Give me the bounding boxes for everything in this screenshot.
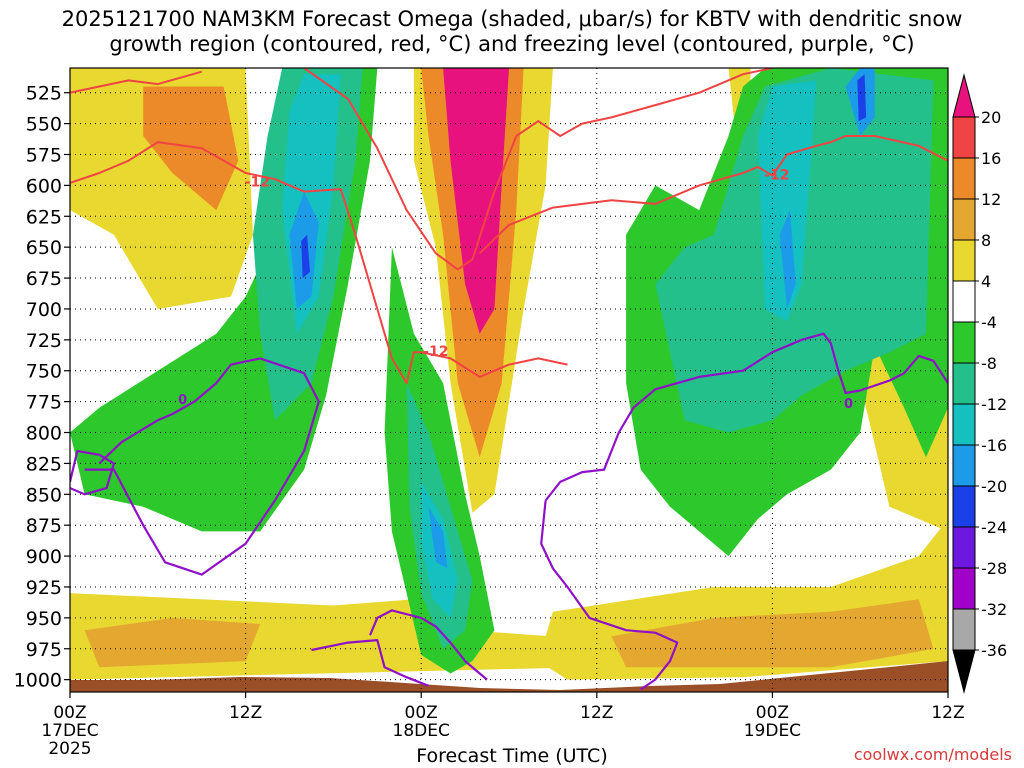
y-tick-label-875: 875 (26, 515, 62, 537)
colorbar-segment-4 (952, 239, 976, 282)
y-tick-label-600: 600 (26, 175, 62, 197)
colorbar-label: -12 (981, 395, 1007, 414)
chart-title-line-2: growth region (contoured, red, °C) and f… (109, 32, 915, 56)
x-tick-label: 00Z (756, 703, 789, 723)
freezing-level-line-0 (70, 449, 116, 496)
dgz-contour-label: -12 (423, 344, 448, 360)
dgz-contour-label: -12 (764, 167, 789, 183)
freezing-level-line-3 (368, 609, 488, 681)
chart-title-line-1: 2025121700 NAM3KM Forecast Omega (shaded… (61, 7, 963, 31)
omega-region-19 (428, 506, 448, 569)
y-tick-label-1000: 1000 (14, 670, 62, 692)
colorbar-segment-12 (952, 567, 976, 610)
y-tick-label-825: 825 (26, 453, 62, 475)
credit-link[interactable]: coolwx.com/models (853, 745, 1012, 764)
colorbar-label: -16 (981, 436, 1007, 455)
x-tick-year-label: 2025 (48, 739, 91, 759)
freezing-level-label: 0 (844, 397, 853, 412)
colorbar-segment-11 (952, 526, 976, 569)
freezing-level-line-5 (540, 500, 679, 691)
x-tick-label: 12Z (931, 703, 964, 723)
y-tick-label-950: 950 (26, 608, 62, 630)
x-tick-label: 12Z (229, 703, 262, 723)
x-tick-date-label: 17DEC (41, 721, 98, 741)
y-tick-label-650: 650 (26, 237, 62, 259)
freezing-level-line-1 (84, 357, 320, 576)
colorbar-label: -24 (981, 518, 1007, 537)
colorbar-segment-2 (952, 157, 976, 200)
x-tick-label: 12Z (580, 703, 613, 723)
dgz-contour-line-0 (70, 141, 568, 385)
dgz-contour-line-3 (479, 135, 948, 255)
colorbar-label: -32 (981, 600, 1007, 619)
y-tick-label-575: 575 (26, 144, 62, 166)
colorbar-segment-13 (952, 608, 976, 651)
y-tick-label-800: 800 (26, 423, 62, 445)
omega-region-1 (143, 86, 239, 211)
colorbar-label: -8 (981, 354, 997, 373)
y-tick-label-775: 775 (26, 392, 62, 414)
omega-region-25 (857, 74, 867, 122)
omega-region-23 (779, 210, 796, 309)
colorbar-label: 8 (981, 231, 991, 250)
colorbar-segment-3 (952, 198, 976, 241)
colorbar-segment-5 (952, 280, 976, 323)
colorbar-label: 16 (981, 149, 1001, 168)
x-tick-label: 00Z (405, 703, 438, 723)
x-tick-date-label: 18DEC (393, 721, 450, 741)
colorbar-segment-8 (952, 403, 976, 446)
colorbar-segment-10 (952, 485, 976, 528)
y-tick-label-900: 900 (26, 546, 62, 568)
colorbar-label: -20 (981, 477, 1007, 496)
y-tick-label-525: 525 (26, 83, 62, 105)
omega-region-4 (443, 68, 509, 334)
y-tick-label-725: 725 (26, 330, 62, 352)
colorbar-segment-1 (952, 116, 976, 159)
colorbar-label: 4 (981, 272, 991, 291)
x-tick-date-label: 19DEC (744, 721, 801, 741)
freezing-level-line-2 (311, 638, 429, 687)
terrain-ground (70, 661, 948, 692)
x-axis-title: Forecast Time (UTC) (416, 745, 608, 767)
colorbar-label: 20 (981, 108, 1001, 127)
plot-frame (69, 67, 949, 693)
omega-region-7 (84, 617, 261, 668)
dgz-contour-label: -12 (245, 175, 270, 191)
y-tick-label-550: 550 (26, 114, 62, 136)
freezing-level-line-4 (544, 332, 948, 502)
dgz-contour-line-1 (70, 70, 202, 94)
colorbar-label: -28 (981, 559, 1007, 578)
colorbar-top-arrow (952, 73, 976, 118)
omega-region-15 (301, 234, 310, 279)
omega-region-22 (757, 80, 817, 322)
colorbar-label: -4 (981, 313, 997, 332)
colorbar-segment-7 (952, 362, 976, 405)
y-tick-label-850: 850 (26, 484, 62, 506)
freezing-level-label: 0 (178, 393, 187, 408)
colorbar-label: -36 (981, 641, 1007, 660)
dgz-contour-line-2 (303, 68, 773, 271)
y-tick-label-700: 700 (26, 299, 62, 321)
y-tick-label-975: 975 (26, 639, 62, 661)
x-tick-label: 00Z (53, 703, 86, 723)
colorbar-segment-9 (952, 444, 976, 487)
y-tick-label-675: 675 (26, 268, 62, 290)
y-tick-label-925: 925 (26, 577, 62, 599)
colorbar-bottom-arrow (952, 649, 976, 694)
y-tick-label-750: 750 (26, 361, 62, 383)
colorbar-label: 12 (981, 190, 1001, 209)
colorbar-segment-6 (952, 321, 976, 364)
y-tick-label-625: 625 (26, 206, 62, 228)
